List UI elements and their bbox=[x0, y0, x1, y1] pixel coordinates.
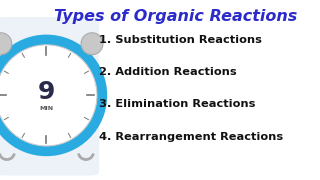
Ellipse shape bbox=[0, 45, 97, 146]
Text: Types of Organic Reactions: Types of Organic Reactions bbox=[54, 9, 298, 24]
FancyBboxPatch shape bbox=[0, 17, 99, 176]
Text: 2. Addition Reactions: 2. Addition Reactions bbox=[99, 67, 237, 77]
Text: 3. Elimination Reactions: 3. Elimination Reactions bbox=[99, 99, 256, 109]
Text: 4. Rearrangement Reactions: 4. Rearrangement Reactions bbox=[99, 132, 283, 142]
Text: 1. Substitution Reactions: 1. Substitution Reactions bbox=[99, 35, 262, 45]
Ellipse shape bbox=[0, 35, 107, 156]
Ellipse shape bbox=[81, 33, 103, 55]
Text: MIN: MIN bbox=[39, 105, 53, 111]
Ellipse shape bbox=[0, 33, 12, 55]
Text: 9: 9 bbox=[38, 80, 55, 104]
